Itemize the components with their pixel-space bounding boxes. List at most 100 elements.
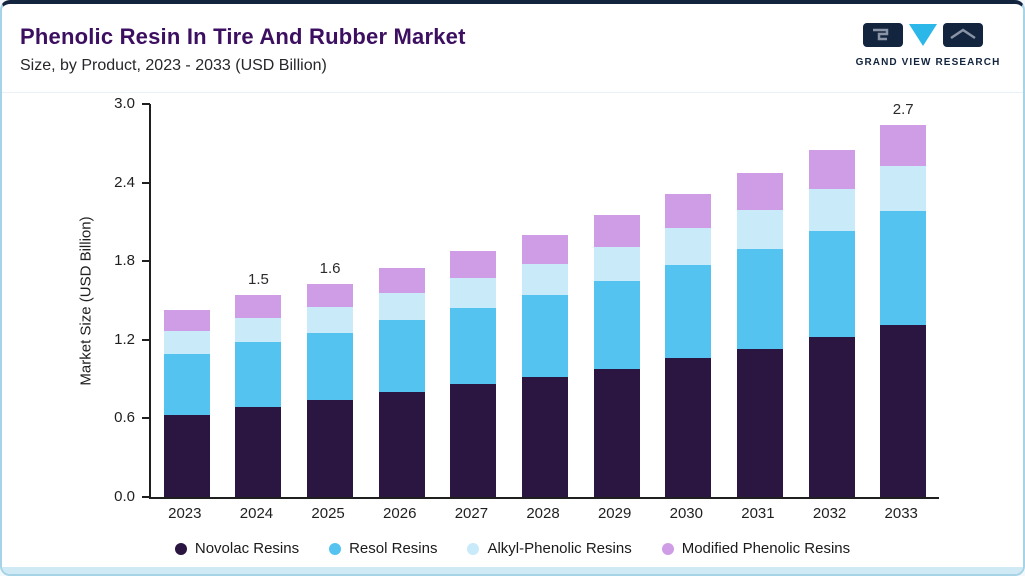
bar-segment <box>450 308 497 385</box>
bar-segment <box>736 210 783 250</box>
y-tick-mark <box>142 181 150 184</box>
y-tick-mark <box>142 496 150 498</box>
bar-column-2023 <box>151 104 223 497</box>
bar-segment <box>665 194 712 229</box>
x-tick-label: 2033 <box>884 505 918 522</box>
bar-column-2028 <box>509 104 581 497</box>
bar-segment <box>235 295 282 318</box>
x-tick-label: 2030 <box>669 505 703 522</box>
bar-segment <box>378 267 425 293</box>
bar-segment <box>880 165 927 212</box>
bar-segment <box>378 292 425 321</box>
bar-segment <box>593 246 640 281</box>
bar-segment <box>808 189 855 232</box>
bar-segment <box>808 337 855 497</box>
legend-marker-icon <box>329 542 342 555</box>
x-tick-label: 2025 <box>311 505 345 522</box>
bar-segment <box>808 149 855 190</box>
bar-column-2033: 2.7 <box>867 101 939 497</box>
bar-column-2029 <box>581 104 653 497</box>
y-tick-label: 0.0 <box>114 488 135 505</box>
bar-segment <box>665 228 712 266</box>
y-tick-mark <box>142 103 150 105</box>
bar-value-label: 2.7 <box>892 101 914 119</box>
bar-segment <box>307 333 354 401</box>
x-tick-label: 2031 <box>741 505 775 522</box>
bar-segment <box>522 263 569 296</box>
bar-column-2030 <box>652 104 724 497</box>
bar-column-2031 <box>724 104 796 497</box>
bar-stack <box>736 173 783 497</box>
y-tick-mark <box>142 417 150 420</box>
y-tick-label: 1.8 <box>114 252 135 270</box>
bar-segment <box>378 320 425 393</box>
legend-item: Resol Resins <box>329 540 437 557</box>
bar-segment <box>163 414 210 497</box>
bar-segment <box>665 265 712 359</box>
bar-segment <box>522 235 569 264</box>
bar-segment <box>163 354 210 415</box>
x-tick-label: 2023 <box>168 505 202 522</box>
bar-stack <box>235 295 282 497</box>
bar-segment <box>307 307 354 334</box>
bar-segment <box>450 250 497 279</box>
bar-stack <box>880 125 927 497</box>
legend: Novolac Resins Resol Resins Alkyl-Phenolic… <box>2 540 1023 557</box>
bar-segment <box>880 125 927 166</box>
bar-segment <box>522 376 569 497</box>
bar-segment <box>808 231 855 338</box>
bar-segment <box>163 330 210 355</box>
header-divider <box>2 92 1023 93</box>
y-axis-title: Market Size (USD Billion) <box>77 216 95 386</box>
bar-segment <box>736 249 783 349</box>
bar-segment <box>736 349 783 497</box>
bar-stack <box>593 215 640 497</box>
page-subtitle: Size, by Product, 2023 - 2033 (USD Billi… <box>20 57 327 74</box>
bar-column-2032 <box>796 104 868 497</box>
legend-item: Modified Phenolic Resins <box>661 540 851 557</box>
bar-segment <box>307 283 354 308</box>
y-tick-label: 2.4 <box>114 173 135 191</box>
bar-column-2027 <box>438 104 510 497</box>
bar-stack <box>450 250 497 497</box>
bar-segment <box>378 392 425 497</box>
y-tick-label: 1.2 <box>114 330 135 348</box>
bar-value-label: 1.5 <box>248 271 269 289</box>
legend-label: Alkyl-Phenolic Resins <box>487 540 632 557</box>
bar-segment <box>736 173 783 211</box>
legend-marker-icon <box>174 542 187 555</box>
bar-stack <box>522 235 569 497</box>
bar-stack <box>163 309 210 497</box>
plot-area: 1.5 1.6 2.7 0.0 0.6 1.2 1.8 2.4 3.0 <box>114 95 939 505</box>
grand-view-research-logo: GRAND VIEW RESEARCH <box>853 22 1003 68</box>
bar-value-label: 1.6 <box>319 259 341 277</box>
bar-segment <box>307 400 354 497</box>
bar-segment <box>593 215 640 247</box>
bar-column-2024: 1.5 <box>223 104 295 497</box>
x-axis-labels: 2023 2024 2025 2026 2027 2028 2029 2030 2031 2032… <box>149 505 937 522</box>
bar-segment <box>450 278 497 309</box>
bar-segment <box>163 309 210 331</box>
y-tick-mark <box>142 338 150 341</box>
bar-column-2025: 1.6 <box>294 104 366 497</box>
legend-label: Novolac Resins <box>194 540 300 557</box>
legend-marker-icon <box>661 542 674 555</box>
bar-column-2026 <box>366 104 438 497</box>
bar-segment <box>450 384 497 497</box>
y-tick-label: 3.0 <box>114 95 135 112</box>
bar-segment <box>235 342 282 407</box>
bar-stack <box>378 267 425 497</box>
legend-label: Modified Phenolic Resins <box>681 540 851 557</box>
legend-marker-icon <box>467 542 480 555</box>
bar-segment <box>235 317 282 343</box>
x-tick-label: 2026 <box>383 505 417 522</box>
bar-stack <box>808 149 855 497</box>
y-tick-mark <box>142 260 150 263</box>
bar-stack <box>307 283 354 497</box>
x-tick-label: 2029 <box>597 505 632 522</box>
legend-item: Alkyl-Phenolic Resins <box>467 540 632 557</box>
bar-segment <box>522 295 569 377</box>
bars-container: 1.5 1.6 2.7 <box>151 101 939 497</box>
bar-segment <box>880 325 927 497</box>
